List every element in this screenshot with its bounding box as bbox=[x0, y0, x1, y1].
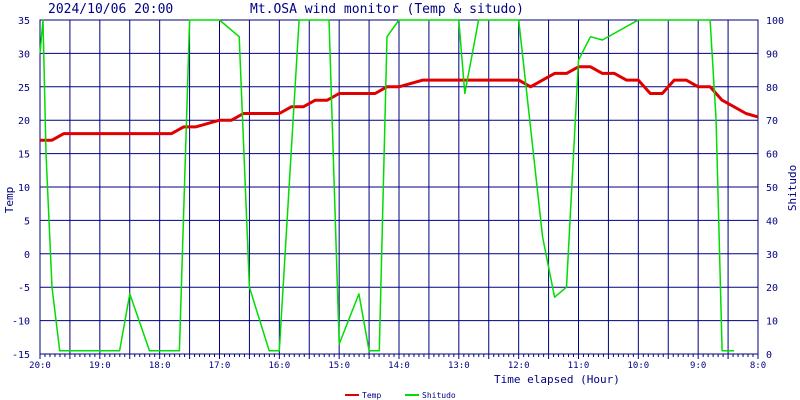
y-tick-right: 40 bbox=[766, 216, 778, 227]
x-tick-label: 12:0 bbox=[508, 361, 530, 371]
x-tick-label: 8:0 bbox=[750, 361, 766, 371]
y-tick-left: 5 bbox=[24, 216, 30, 227]
y-tick-right: 60 bbox=[766, 150, 778, 161]
legend-label-shitudo: Shitudo bbox=[422, 391, 456, 400]
x-axis-label: Time elapsed (Hour) bbox=[494, 373, 620, 386]
x-tick-label: 19:0 bbox=[89, 361, 111, 371]
y-tick-left: -15 bbox=[12, 350, 30, 361]
y-tick-left: -10 bbox=[12, 317, 30, 328]
y-tick-right: 100 bbox=[766, 16, 784, 27]
y-tick-right: 80 bbox=[766, 83, 778, 94]
legend: Temp Shitudo bbox=[345, 391, 456, 400]
y-tick-left: 10 bbox=[18, 183, 30, 194]
x-tick-label: 18:0 bbox=[149, 361, 171, 371]
y-tick-right: 0 bbox=[766, 350, 772, 361]
y-tick-left: 35 bbox=[18, 16, 30, 27]
y-tick-left: 0 bbox=[24, 250, 30, 261]
y-tick-right: 20 bbox=[766, 283, 778, 294]
x-tick-label: 14:0 bbox=[388, 361, 410, 371]
y-axis-label-right: Shitudo bbox=[786, 165, 799, 211]
x-tick-label: 10:0 bbox=[627, 361, 649, 371]
y-tick-left: 20 bbox=[18, 116, 30, 127]
series-line-shitudo bbox=[39, 19, 735, 352]
y-tick-left: 15 bbox=[18, 150, 30, 161]
y-tick-right: 50 bbox=[766, 183, 778, 194]
y-tick-left: -5 bbox=[18, 283, 30, 294]
y-tick-left: 25 bbox=[18, 83, 30, 94]
x-tick-label: 13:0 bbox=[448, 361, 470, 371]
series-layer bbox=[39, 19, 759, 352]
y-axis-label-left: Temp bbox=[3, 187, 16, 214]
legend-label-temp: Temp bbox=[362, 391, 381, 400]
x-tick-label: 11:0 bbox=[568, 361, 590, 371]
chart-title: Mt.OSA wind monitor (Temp & situdo) bbox=[250, 2, 524, 17]
y-tick-right: 90 bbox=[766, 49, 778, 60]
y-tick-right: 70 bbox=[766, 116, 778, 127]
grid-layer bbox=[40, 20, 758, 354]
x-tick-label: 17:0 bbox=[209, 361, 231, 371]
y-tick-right: 10 bbox=[766, 317, 778, 328]
y-tick-right: 30 bbox=[766, 250, 778, 261]
y-tick-left: 30 bbox=[18, 49, 30, 60]
x-tick-label: 16:0 bbox=[268, 361, 290, 371]
x-tick-label: 9:0 bbox=[690, 361, 706, 371]
x-tick-label: 20:0 bbox=[29, 361, 51, 371]
axis-layer: -15 -10 -5 0 5 10 15 20 25 30 35 0 10 20 30 40 50 60 70 80 9… bbox=[12, 16, 784, 371]
x-tick-label: 15:0 bbox=[328, 361, 350, 371]
chart-datetime: 2024/10/06 20:00 bbox=[48, 2, 173, 17]
